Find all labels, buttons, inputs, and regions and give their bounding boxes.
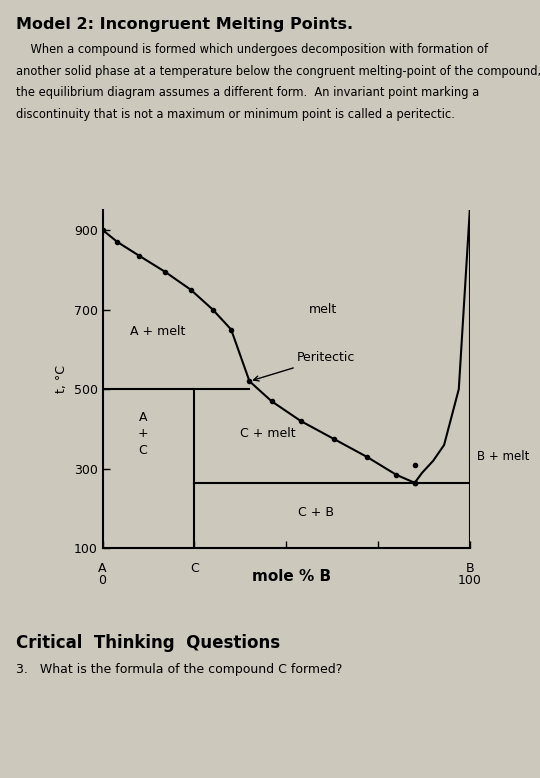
Text: A: A [98, 562, 107, 576]
Text: another solid phase at a temperature below the congruent melting-point of the co: another solid phase at a temperature bel… [16, 65, 540, 78]
Text: A + melt: A + melt [130, 325, 185, 338]
Y-axis label: t, °C: t, °C [55, 366, 68, 393]
Text: mole % B: mole % B [252, 569, 331, 584]
Text: C: C [190, 562, 199, 576]
Text: 0: 0 [99, 574, 106, 587]
Text: A: A [139, 411, 147, 423]
Text: When a compound is formed which undergoes decomposition with formation of: When a compound is formed which undergoe… [16, 43, 488, 56]
Text: C: C [139, 444, 147, 457]
Text: the equilibrium diagram assumes a different form.  An invariant point marking a: the equilibrium diagram assumes a differ… [16, 86, 480, 100]
Text: B: B [465, 562, 474, 576]
Text: 100: 100 [458, 574, 482, 587]
Text: +: + [138, 426, 148, 440]
Text: Peritectic: Peritectic [254, 352, 356, 381]
Text: C + melt: C + melt [240, 426, 296, 440]
Text: C + B: C + B [298, 506, 334, 519]
Text: B + melt: B + melt [477, 450, 530, 464]
Text: 3.   What is the formula of the compound C formed?: 3. What is the formula of the compound C… [16, 663, 342, 676]
Text: Model 2: Incongruent Melting Points.: Model 2: Incongruent Melting Points. [16, 17, 353, 32]
Text: melt: melt [309, 303, 337, 316]
Text: discontinuity that is not a maximum or minimum point is called a peritectic.: discontinuity that is not a maximum or m… [16, 108, 455, 121]
Text: Critical  Thinking  Questions: Critical Thinking Questions [16, 634, 280, 652]
